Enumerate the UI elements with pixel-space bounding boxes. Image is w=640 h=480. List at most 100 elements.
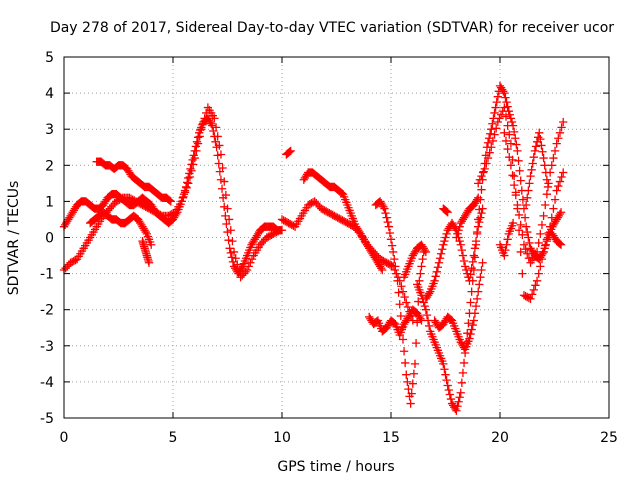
data-point bbox=[474, 193, 483, 202]
data-point bbox=[452, 406, 461, 415]
data-point bbox=[538, 147, 547, 156]
data-point bbox=[399, 347, 409, 356]
data-point bbox=[501, 93, 510, 102]
data-point bbox=[396, 311, 405, 321]
data-point bbox=[444, 385, 453, 395]
data-point bbox=[308, 198, 318, 207]
data-point bbox=[440, 365, 449, 374]
data-point bbox=[507, 117, 517, 127]
data-point bbox=[467, 264, 476, 273]
data-point bbox=[216, 150, 226, 159]
data-point bbox=[506, 161, 516, 170]
data-point bbox=[227, 253, 237, 262]
data-point bbox=[408, 316, 417, 325]
data-point bbox=[402, 370, 411, 379]
data-point bbox=[477, 208, 486, 218]
x-tick-label: 20 bbox=[491, 430, 509, 446]
data-point bbox=[463, 269, 472, 278]
data-point bbox=[220, 177, 229, 186]
data-point bbox=[223, 204, 232, 213]
data-point bbox=[166, 197, 175, 206]
y-axis-title: SDTVAR / TECUs bbox=[6, 181, 22, 296]
data-point bbox=[534, 238, 543, 248]
data-point bbox=[557, 123, 566, 132]
data-point bbox=[215, 141, 224, 150]
data-point bbox=[211, 123, 221, 132]
data-point bbox=[398, 335, 408, 344]
data-point bbox=[397, 323, 407, 332]
data-point bbox=[246, 258, 255, 267]
data-point bbox=[417, 316, 426, 325]
data-point bbox=[508, 121, 518, 130]
data-point bbox=[458, 368, 468, 378]
data-point bbox=[557, 172, 566, 182]
data-point bbox=[514, 210, 524, 220]
data-point bbox=[491, 103, 500, 112]
data-point bbox=[381, 208, 390, 218]
data-point bbox=[541, 200, 550, 210]
data-point bbox=[531, 281, 540, 290]
data-point bbox=[477, 185, 486, 194]
data-point bbox=[409, 369, 419, 378]
data-point bbox=[549, 204, 558, 213]
y-tick-label: 2 bbox=[45, 158, 54, 174]
data-point bbox=[221, 211, 230, 220]
data-point bbox=[285, 147, 294, 156]
data-point bbox=[490, 130, 499, 139]
data-point bbox=[528, 290, 537, 299]
y-tick-label: -4 bbox=[40, 375, 54, 391]
data-point bbox=[438, 245, 447, 254]
data-point bbox=[490, 108, 499, 118]
y-tick-label: 1 bbox=[45, 194, 54, 210]
data-point bbox=[275, 226, 284, 235]
data-point bbox=[510, 171, 519, 181]
y-tick-label: -1 bbox=[40, 267, 54, 283]
data-point bbox=[517, 186, 526, 195]
data-point bbox=[406, 399, 415, 408]
data-point bbox=[504, 107, 513, 116]
grid-lines bbox=[64, 57, 609, 418]
y-tick-label: 0 bbox=[45, 231, 54, 247]
data-point bbox=[487, 125, 496, 134]
data-point bbox=[475, 175, 484, 184]
data-point bbox=[190, 153, 199, 163]
data-point bbox=[472, 294, 482, 304]
data-point bbox=[234, 266, 244, 276]
data-point bbox=[197, 125, 206, 134]
data-point bbox=[516, 220, 525, 230]
data-point bbox=[472, 229, 482, 239]
data-point bbox=[144, 258, 154, 267]
data-point bbox=[464, 319, 473, 328]
data-point bbox=[555, 177, 565, 186]
data-point bbox=[408, 379, 417, 388]
data-point bbox=[482, 159, 491, 168]
data-point bbox=[458, 251, 468, 260]
data-point bbox=[529, 285, 538, 294]
data-point bbox=[508, 218, 518, 228]
plot-frame bbox=[63, 56, 610, 419]
data-point bbox=[410, 359, 420, 368]
data-point bbox=[530, 146, 540, 156]
data-point bbox=[432, 267, 441, 276]
y-tick-label: -3 bbox=[40, 339, 54, 355]
data-point bbox=[231, 254, 240, 263]
data-point bbox=[229, 247, 239, 257]
data-point bbox=[244, 262, 253, 271]
data-point bbox=[179, 192, 188, 202]
data-point bbox=[528, 159, 537, 168]
data-point bbox=[378, 265, 387, 275]
data-point bbox=[475, 218, 484, 227]
data-point bbox=[117, 194, 126, 203]
data-point bbox=[522, 200, 531, 210]
data-point bbox=[431, 272, 440, 281]
data-point bbox=[189, 160, 198, 169]
data-point bbox=[532, 276, 542, 285]
data-point bbox=[536, 229, 545, 239]
data-point bbox=[526, 294, 535, 304]
data-point bbox=[466, 329, 475, 339]
data-point bbox=[518, 195, 528, 204]
data-point bbox=[540, 244, 549, 253]
data-point bbox=[380, 204, 389, 213]
data-point bbox=[492, 124, 501, 133]
